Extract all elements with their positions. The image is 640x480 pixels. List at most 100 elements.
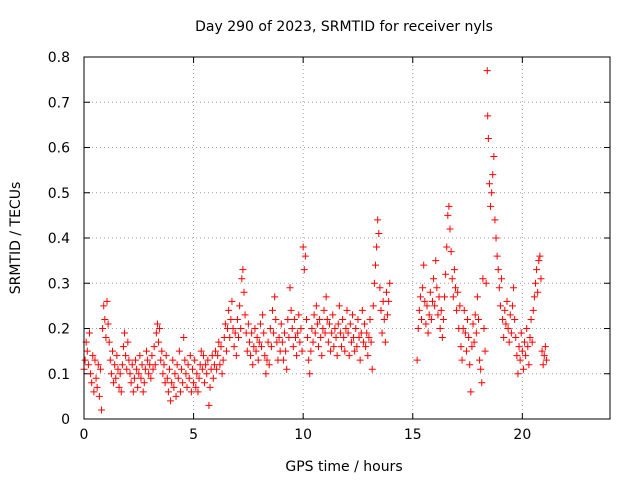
- data-point: [473, 293, 481, 301]
- data-point: [133, 365, 141, 373]
- data-point: [176, 388, 184, 396]
- data-point: [241, 311, 249, 319]
- data-point: [217, 343, 225, 351]
- data-point: [373, 243, 381, 251]
- data-point: [202, 361, 210, 369]
- data-point: [123, 365, 131, 373]
- data-point: [215, 338, 223, 346]
- data-point: [351, 347, 359, 355]
- data-point: [152, 329, 160, 337]
- data-point: [344, 329, 352, 337]
- data-point: [103, 297, 111, 305]
- data-point: [353, 343, 361, 351]
- data-point: [197, 347, 205, 355]
- data-point: [119, 343, 127, 351]
- data-point: [376, 284, 384, 292]
- data-point: [159, 370, 167, 378]
- data-point: [137, 374, 145, 382]
- data-point: [487, 202, 495, 210]
- data-point: [481, 347, 489, 355]
- data-point: [99, 325, 107, 332]
- data-point: [267, 343, 275, 351]
- data-point: [542, 356, 550, 364]
- data-point: [136, 352, 144, 360]
- data-point: [505, 338, 513, 346]
- data-point: [341, 347, 349, 355]
- data-point: [364, 352, 372, 360]
- data-point: [496, 302, 504, 310]
- data-point: [432, 257, 440, 265]
- data-point: [362, 343, 370, 351]
- data-point: [538, 347, 546, 355]
- data-point: [425, 311, 433, 319]
- data-point: [282, 347, 290, 355]
- data-point: [201, 379, 209, 387]
- data-point: [227, 315, 235, 323]
- data-point: [499, 315, 507, 323]
- data-point: [216, 361, 224, 369]
- data-point: [148, 352, 156, 360]
- data-point: [261, 352, 269, 360]
- data-point: [482, 279, 490, 287]
- data-point: [531, 279, 539, 287]
- data-point: [354, 315, 362, 323]
- data-point: [186, 352, 194, 360]
- data-point: [433, 284, 441, 292]
- data-point: [291, 334, 299, 342]
- data-point: [466, 361, 474, 369]
- data-point: [459, 325, 467, 332]
- data-point: [367, 338, 375, 346]
- x-tick-label: 10: [294, 427, 312, 443]
- data-point: [307, 347, 315, 355]
- data-point: [529, 306, 537, 314]
- y-tick-label: 0.4: [48, 231, 70, 247]
- data-point: [92, 374, 100, 382]
- data-point: [84, 361, 92, 369]
- data-point: [236, 302, 244, 310]
- data-point: [478, 379, 486, 387]
- data-point: [221, 320, 229, 328]
- data-point: [225, 306, 233, 314]
- data-point: [114, 365, 122, 373]
- data-point: [88, 379, 96, 387]
- data-point: [281, 329, 289, 337]
- data-point: [338, 343, 346, 351]
- data-point: [205, 401, 213, 409]
- data-point: [451, 284, 459, 292]
- data-point: [190, 379, 198, 387]
- data-point: [375, 229, 383, 237]
- data-point: [83, 347, 91, 355]
- data-point: [462, 347, 470, 355]
- data-point: [507, 329, 515, 337]
- data-point: [380, 315, 388, 323]
- data-point: [439, 315, 447, 323]
- data-point: [445, 202, 453, 210]
- y-tick-label: 0.1: [48, 367, 70, 383]
- data-point: [264, 338, 272, 346]
- data-point: [174, 374, 182, 382]
- data-point: [540, 352, 548, 360]
- data-point: [300, 266, 308, 274]
- data-point: [526, 334, 534, 342]
- data-point: [101, 315, 109, 323]
- data-point: [448, 275, 456, 283]
- data-point: [313, 320, 321, 328]
- data-point: [485, 180, 493, 188]
- data-point: [231, 329, 239, 337]
- data-point: [461, 329, 469, 337]
- data-point: [100, 302, 108, 310]
- data-point: [369, 302, 377, 310]
- data-point: [255, 338, 263, 346]
- data-point: [248, 329, 256, 337]
- data-point: [519, 365, 527, 373]
- data-point: [508, 302, 516, 310]
- data-point: [106, 356, 114, 364]
- data-point: [361, 320, 369, 328]
- data-point: [91, 356, 99, 364]
- data-point: [488, 189, 496, 197]
- x-tick-label: 5: [189, 427, 198, 443]
- data-point: [516, 356, 524, 364]
- data-point: [204, 356, 212, 364]
- data-point: [116, 370, 124, 378]
